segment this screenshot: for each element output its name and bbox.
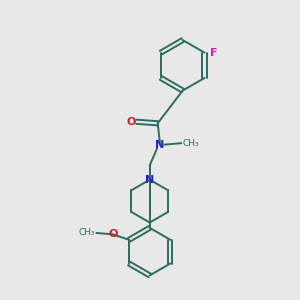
Text: N: N [145,175,154,185]
Text: O: O [108,230,118,239]
Text: N: N [155,140,165,150]
Text: O: O [127,117,136,127]
Text: CH₃: CH₃ [79,228,95,237]
Text: CH₃: CH₃ [183,139,199,148]
Text: F: F [210,48,218,58]
